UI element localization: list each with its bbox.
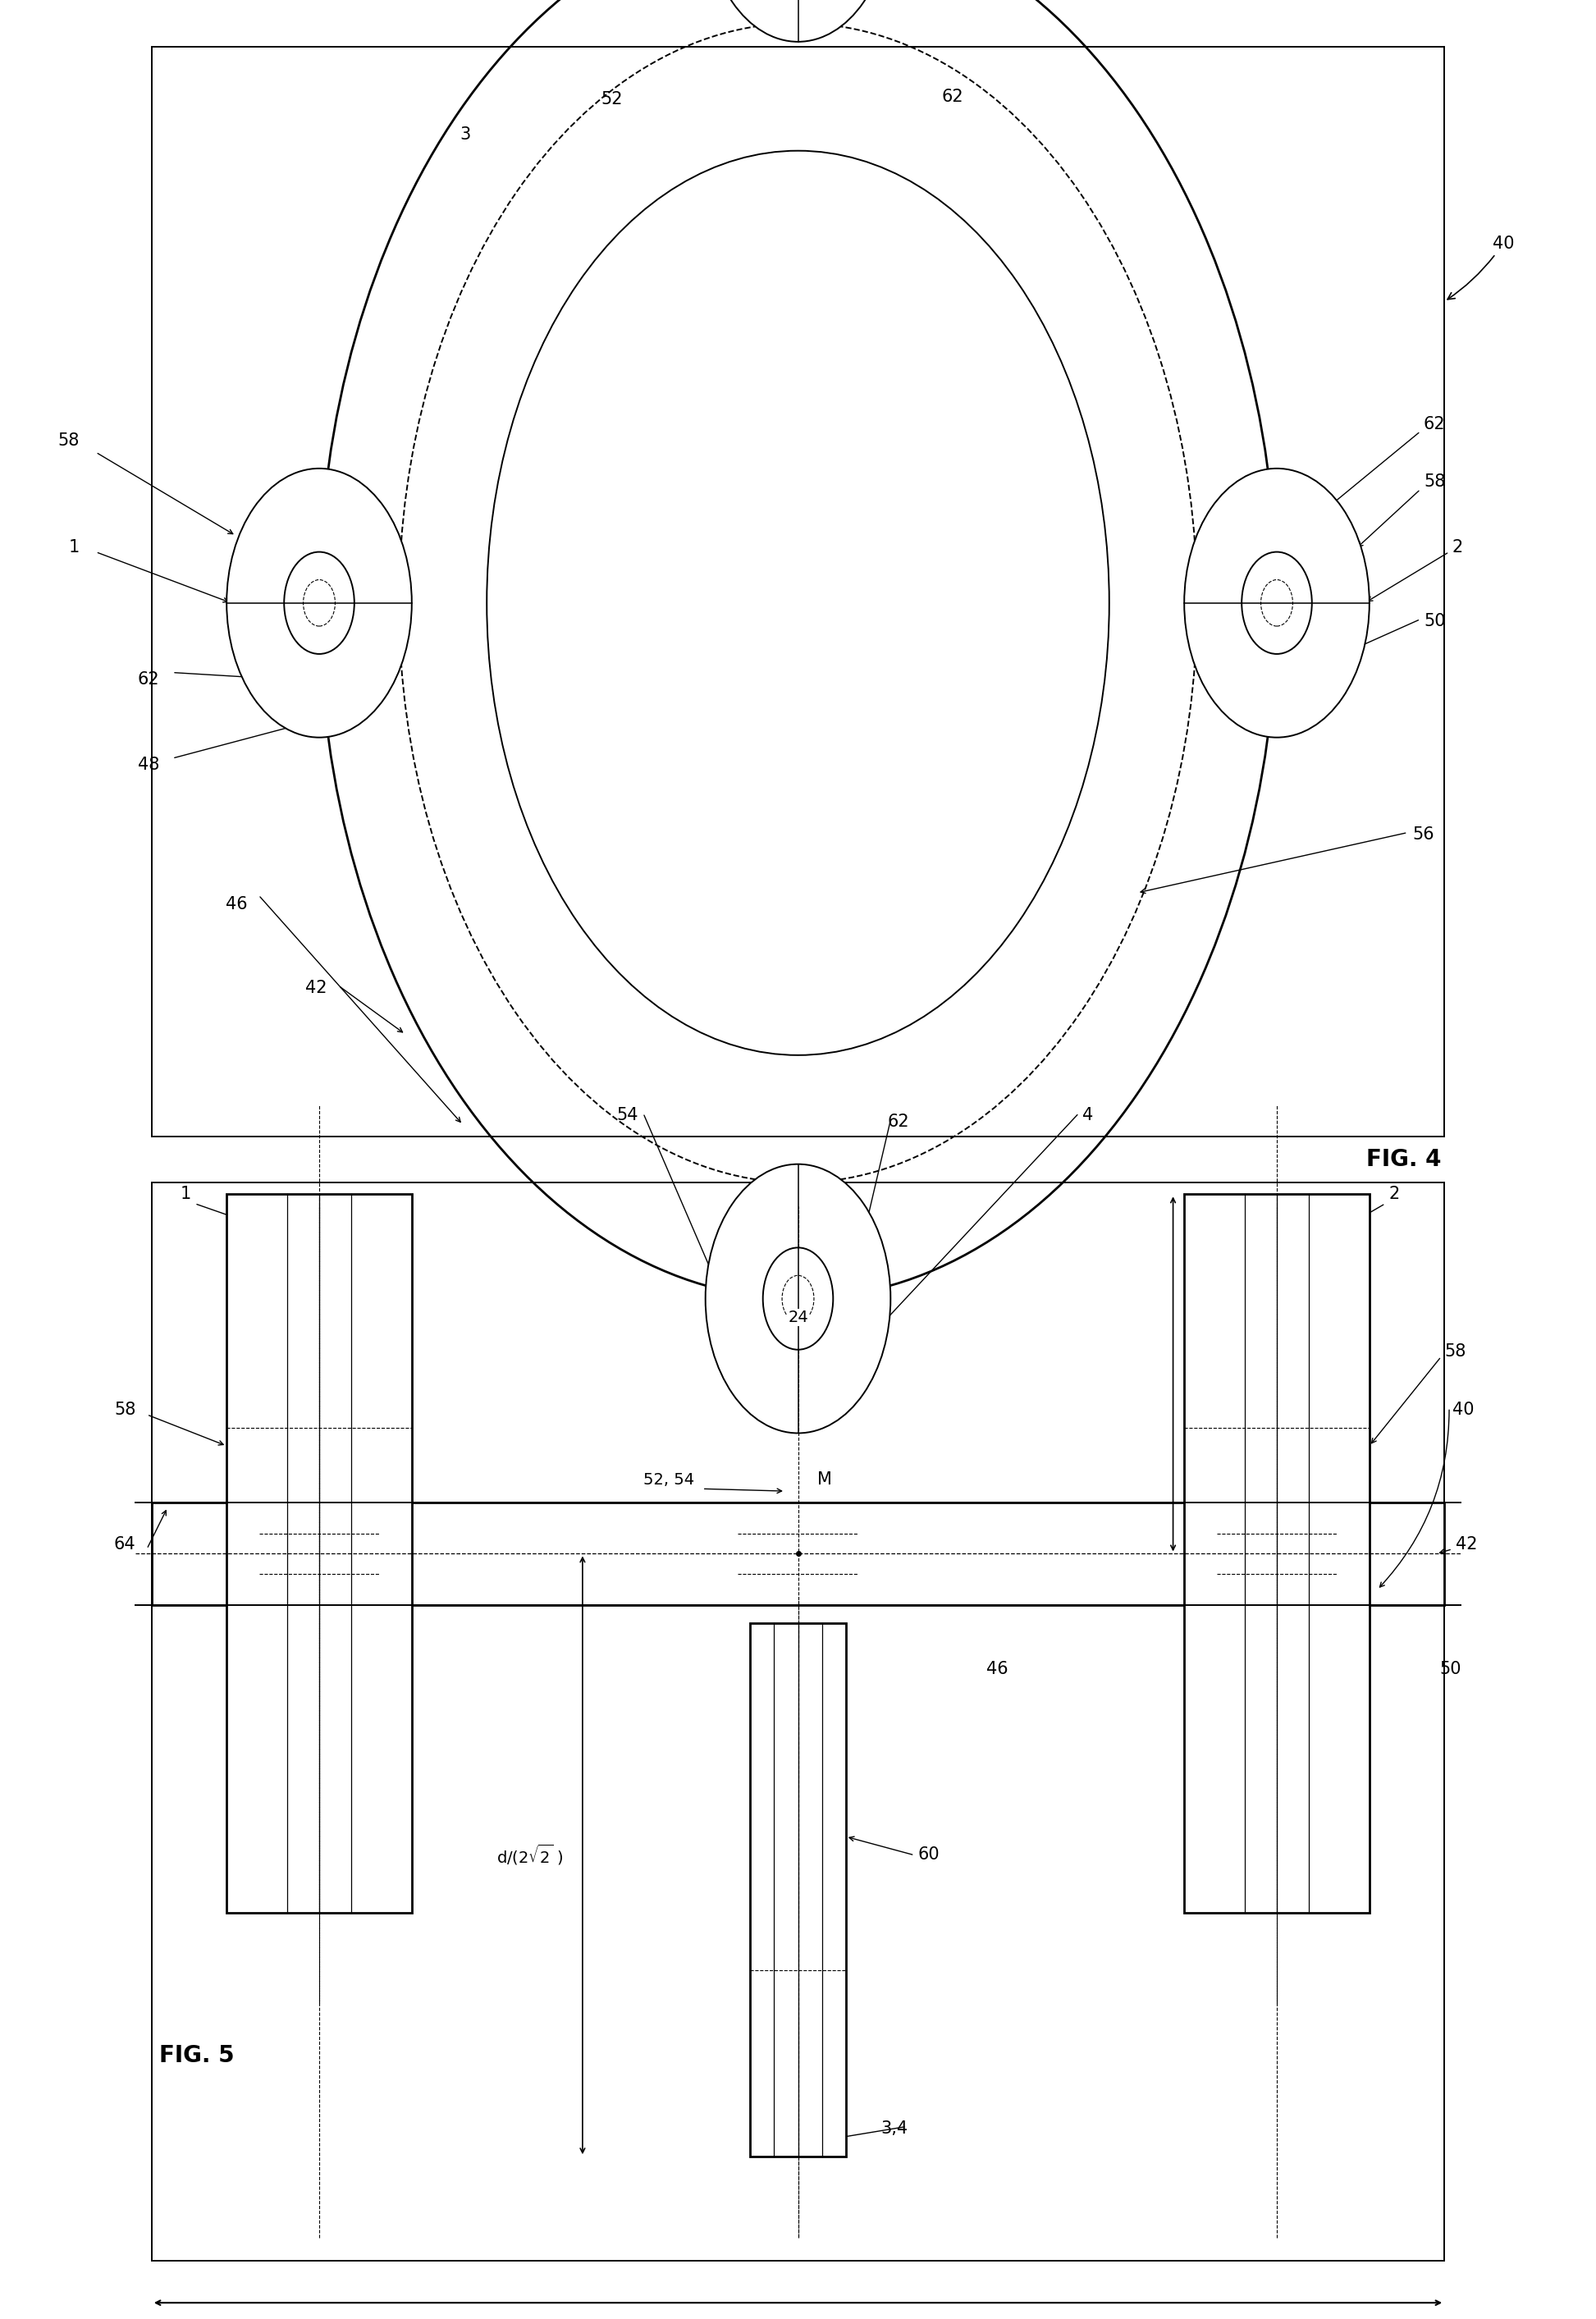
Text: 2: 2 bbox=[1389, 1185, 1400, 1201]
Text: 46: 46 bbox=[225, 895, 247, 911]
Text: 40: 40 bbox=[1452, 1401, 1475, 1417]
Circle shape bbox=[1242, 552, 1312, 654]
Bar bbox=[1184, 1194, 1369, 1913]
Text: 42: 42 bbox=[1456, 1535, 1478, 1551]
Bar bbox=[152, 1183, 1444, 2261]
Text: 48: 48 bbox=[137, 756, 160, 772]
Text: 58: 58 bbox=[57, 431, 80, 448]
Text: 62: 62 bbox=[137, 670, 160, 686]
Text: 3,4: 3,4 bbox=[881, 2120, 908, 2136]
Text: 48: 48 bbox=[324, 1660, 346, 1677]
Text: 56: 56 bbox=[1412, 826, 1435, 842]
Text: 2: 2 bbox=[1452, 538, 1464, 554]
Text: 54: 54 bbox=[616, 1106, 638, 1122]
Text: 3: 3 bbox=[460, 125, 471, 141]
Circle shape bbox=[227, 468, 412, 737]
Text: FIG. 5: FIG. 5 bbox=[160, 2043, 235, 2066]
Bar bbox=[227, 1194, 412, 1913]
Text: 1: 1 bbox=[180, 1185, 192, 1201]
Text: 58: 58 bbox=[113, 1401, 136, 1417]
Text: 40: 40 bbox=[1448, 234, 1515, 299]
Bar bbox=[152, 46, 1444, 1136]
Text: 52, 54: 52, 54 bbox=[643, 1473, 694, 1486]
Text: 62: 62 bbox=[942, 88, 964, 104]
Text: FIG. 4: FIG. 4 bbox=[1366, 1148, 1441, 1171]
Text: 52: 52 bbox=[600, 90, 622, 107]
Circle shape bbox=[705, 0, 891, 42]
Text: 58: 58 bbox=[1444, 1343, 1467, 1359]
Text: 64: 64 bbox=[113, 1535, 136, 1551]
Text: 42: 42 bbox=[305, 979, 327, 995]
Bar bbox=[750, 1623, 846, 2157]
Text: 60: 60 bbox=[918, 1846, 940, 1862]
Text: 46: 46 bbox=[986, 1660, 1009, 1677]
Text: 50: 50 bbox=[1424, 612, 1446, 628]
Text: 58: 58 bbox=[1424, 473, 1446, 489]
Circle shape bbox=[763, 1248, 833, 1350]
Text: 50: 50 bbox=[1440, 1660, 1462, 1677]
Circle shape bbox=[284, 552, 354, 654]
Text: d/(2$\sqrt{2}$ ): d/(2$\sqrt{2}$ ) bbox=[496, 1844, 563, 1867]
Circle shape bbox=[1184, 468, 1369, 737]
Text: d/(2$\sqrt{2}$ ): d/(2$\sqrt{2}$ ) bbox=[1192, 1361, 1259, 1387]
Text: 62: 62 bbox=[1424, 415, 1446, 431]
Text: M: M bbox=[817, 1470, 832, 1486]
Circle shape bbox=[705, 1164, 891, 1433]
Text: 62: 62 bbox=[887, 1113, 910, 1129]
Text: 24: 24 bbox=[788, 1310, 808, 1324]
Text: 4: 4 bbox=[1082, 1106, 1093, 1122]
Bar bbox=[152, 1503, 1444, 1605]
Text: 1: 1 bbox=[69, 538, 80, 554]
